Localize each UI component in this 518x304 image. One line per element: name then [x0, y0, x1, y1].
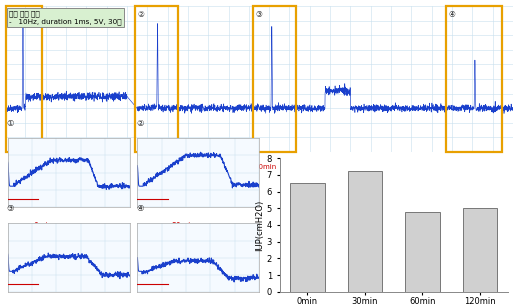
Text: ③: ③: [7, 204, 14, 213]
Text: ①: ①: [7, 119, 14, 128]
Text: ②: ②: [136, 119, 143, 128]
Text: ④: ④: [449, 10, 455, 19]
Bar: [290, 183, 325, 292]
Text: 전기 자극 조건
-   10Hz, duration 1ms, 5V, 30초: 전기 자극 조건 - 10Hz, duration 1ms, 5V, 30초: [9, 10, 122, 25]
Text: D.W.: D.W.: [51, 164, 67, 170]
Text: ①: ①: [9, 10, 16, 19]
Bar: [463, 208, 497, 292]
Bar: [348, 171, 382, 292]
Text: ④: ④: [136, 204, 143, 213]
Text: 30min: 30min: [171, 222, 196, 231]
Text: ③: ③: [255, 10, 262, 19]
Text: 0min: 0min: [9, 164, 27, 170]
Text: 0min.: 0min.: [34, 222, 55, 231]
Text: ②: ②: [137, 10, 144, 19]
Text: 30min: 30min: [136, 164, 159, 170]
Text: 60min: 60min: [254, 164, 277, 170]
Text: 120min: 120min: [447, 164, 473, 170]
Bar: [405, 212, 440, 292]
Y-axis label: IUP(cmH2O): IUP(cmH2O): [255, 199, 264, 250]
